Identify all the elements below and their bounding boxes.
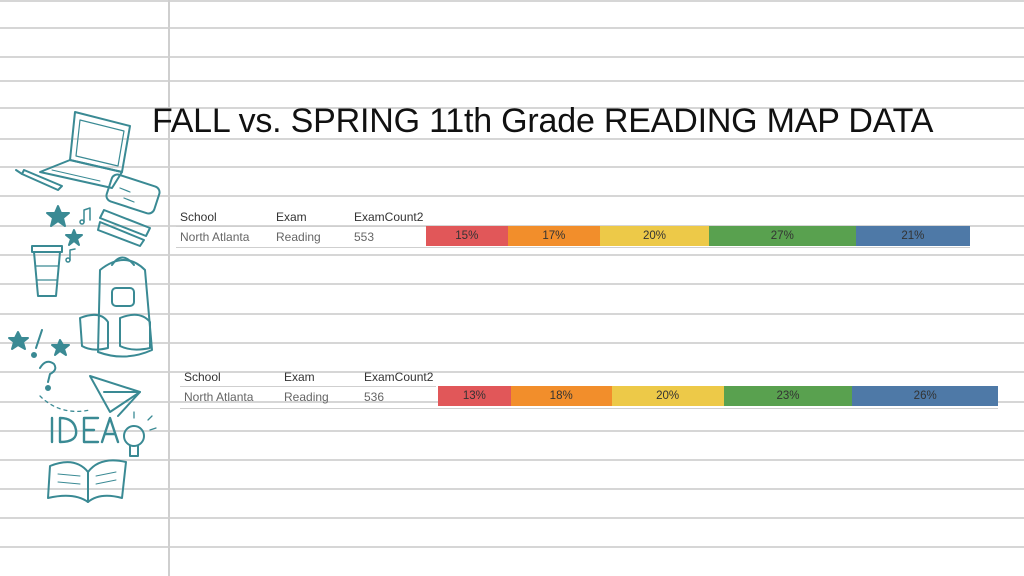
idea-text-icon xyxy=(50,416,120,444)
column-header-examcount: ExamCount2 xyxy=(364,370,434,384)
column-header-examcount: ExamCount2 xyxy=(354,210,424,224)
paper-rule xyxy=(0,107,1024,109)
paper-plane-icon xyxy=(39,375,141,417)
row-divider xyxy=(176,247,970,248)
fall-stacked-bar: 15% 17% 20% 27% 21% xyxy=(426,226,970,246)
fall-data-table: School Exam ExamCount2 North Atlanta Rea… xyxy=(176,210,970,250)
paper-rule xyxy=(0,0,1024,2)
paper-rule xyxy=(0,488,1024,490)
header-divider xyxy=(176,226,426,227)
paper-rule xyxy=(0,195,1024,197)
bar-segment: 15% xyxy=(426,226,508,246)
paper-rule xyxy=(0,138,1024,140)
bar-segment: 27% xyxy=(708,226,856,246)
cell-school: North Atlanta xyxy=(180,230,250,244)
cell-examcount: 553 xyxy=(354,230,375,244)
exclamation-question-icon xyxy=(8,329,70,391)
cell-examcount: 536 xyxy=(364,390,385,404)
paper-rule xyxy=(0,430,1024,432)
spring-stacked-bar: 13% 18% 20% 23% 26% xyxy=(438,386,998,406)
paper-rule xyxy=(0,80,1024,82)
bar-segment: 23% xyxy=(723,386,853,406)
paper-rule xyxy=(0,27,1024,29)
cell-school: North Atlanta xyxy=(184,390,254,404)
cell-exam: Reading xyxy=(284,390,329,404)
bar-segment: 20% xyxy=(611,386,724,406)
column-header-school: School xyxy=(180,210,217,224)
bar-segment: 17% xyxy=(507,226,601,246)
bar-segment: 21% xyxy=(855,226,970,246)
bar-segment: 13% xyxy=(438,386,511,406)
pen-icon xyxy=(15,169,63,191)
page-title: FALL vs. SPRING 11th Grade READING MAP D… xyxy=(152,102,934,140)
paper-margin-line xyxy=(168,0,170,576)
column-header-exam: Exam xyxy=(284,370,315,384)
bar-segment: 20% xyxy=(600,226,709,246)
paper-rule xyxy=(0,166,1024,168)
paper-rule xyxy=(0,313,1024,315)
paper-rule xyxy=(0,283,1024,285)
music-note-icon xyxy=(65,207,91,263)
paper-rule xyxy=(0,342,1024,344)
bar-segment: 18% xyxy=(510,386,612,406)
paper-rule xyxy=(0,254,1024,256)
school-doodles-illustration xyxy=(8,111,161,503)
column-header-exam: Exam xyxy=(276,210,307,224)
lightbulb-icon xyxy=(123,411,157,457)
coffee-cup-icon xyxy=(31,245,63,297)
row-divider xyxy=(180,408,998,409)
paper-rule xyxy=(0,546,1024,548)
header-divider xyxy=(180,386,436,387)
star-icon xyxy=(46,205,83,246)
books-stack-icon xyxy=(97,173,161,247)
cell-exam: Reading xyxy=(276,230,321,244)
paper-rule xyxy=(0,56,1024,58)
spring-data-table: School Exam ExamCount2 North Atlanta Rea… xyxy=(180,370,998,410)
column-header-school: School xyxy=(184,370,221,384)
paper-rule xyxy=(0,517,1024,519)
laptop-icon xyxy=(39,111,131,189)
open-book-icon xyxy=(47,459,127,503)
backpack-icon xyxy=(79,256,153,358)
paper-rule xyxy=(0,371,1024,373)
bar-segment: 26% xyxy=(852,386,998,406)
paper-rule xyxy=(0,459,1024,461)
